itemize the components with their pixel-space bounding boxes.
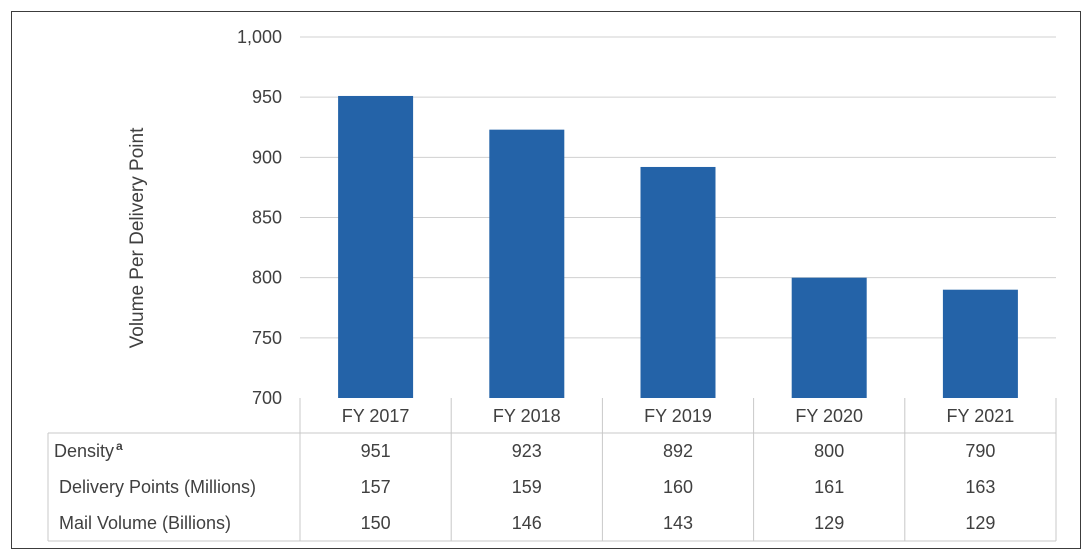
y-tick-label: 900: [252, 147, 282, 167]
table-cell: 161: [814, 477, 844, 497]
table-cell: 892: [663, 441, 693, 461]
x-category-label: FY 2020: [795, 406, 863, 426]
gridlines: [300, 36, 1056, 339]
y-tick-label: 750: [252, 328, 282, 348]
table-cell: 790: [965, 441, 995, 461]
y-tick-label: 950: [252, 87, 282, 107]
y-tick-label: 1,000: [237, 27, 282, 47]
table-cell: 159: [512, 477, 542, 497]
table-row-label: Delivery Points (Millions): [59, 477, 256, 497]
y-axis-label: Volume Per Delivery Point: [127, 127, 148, 348]
footnote-superscript: a: [116, 439, 123, 453]
table-cell: 951: [361, 441, 391, 461]
table-cell: 923: [512, 441, 542, 461]
table-cell: 163: [965, 477, 995, 497]
y-tick-label: 850: [252, 208, 282, 228]
y-tick-label: 700: [252, 388, 282, 408]
y-tick-label: 800: [252, 268, 282, 288]
x-category-label: FY 2021: [947, 406, 1015, 426]
table-cell: 157: [361, 477, 391, 497]
x-category-label: FY 2019: [644, 406, 712, 426]
table-cell: 129: [814, 513, 844, 533]
bars: [338, 95, 1018, 399]
bar: [791, 277, 867, 398]
y-axis-ticks: 1,000 950 900 850 800 750 700: [237, 27, 282, 408]
table-cell: 129: [965, 513, 995, 533]
bar: [640, 166, 716, 398]
bar: [338, 95, 414, 399]
table-cell: 143: [663, 513, 693, 533]
x-axis-categories: FY 2017 FY 2018 FY 2019 FY 2020 FY 2021: [342, 406, 1015, 426]
table-row-label: Mail Volume (Billions): [59, 513, 231, 533]
chart-frame: [11, 11, 1081, 549]
table-cell: 160: [663, 477, 693, 497]
table-row-label: Density a: [54, 439, 123, 461]
data-table: Density a 951 923 892 800 790 Delivery Points (…: [47, 398, 1057, 542]
table-cell: 150: [361, 513, 391, 533]
x-category-label: FY 2018: [493, 406, 561, 426]
table-cell: 146: [512, 513, 542, 533]
bar: [489, 129, 565, 398]
bar: [942, 289, 1018, 398]
x-category-label: FY 2017: [342, 406, 410, 426]
table-cell: 800: [814, 441, 844, 461]
